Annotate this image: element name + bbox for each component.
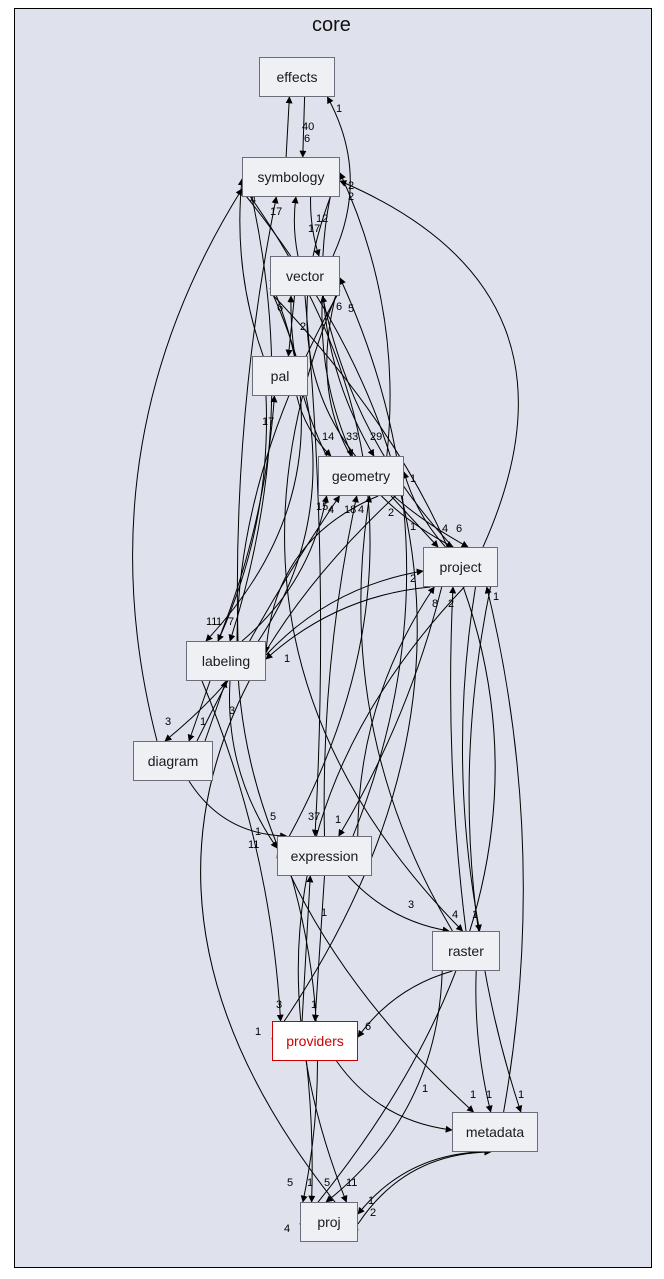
- node-label: metadata: [466, 1124, 524, 1140]
- node-providers[interactable]: providers: [272, 1021, 358, 1061]
- node-raster[interactable]: raster: [432, 931, 500, 971]
- diagram-canvas: core 40611712111742226651714332911154184…: [0, 0, 664, 1279]
- container-title: core: [312, 14, 351, 37]
- node-label: diagram: [148, 753, 199, 769]
- node-symbology[interactable]: symbology: [242, 157, 340, 197]
- node-effects[interactable]: effects: [259, 57, 335, 97]
- node-geometry[interactable]: geometry: [318, 456, 404, 496]
- node-label: expression: [291, 848, 359, 864]
- node-vector[interactable]: vector: [270, 256, 340, 296]
- node-label: symbology: [258, 169, 325, 185]
- node-pal[interactable]: pal: [252, 356, 308, 396]
- node-label: effects: [277, 69, 318, 85]
- node-label: labeling: [202, 653, 250, 669]
- node-label: raster: [448, 943, 484, 959]
- node-expression[interactable]: expression: [277, 836, 372, 876]
- node-metadata[interactable]: metadata: [452, 1112, 538, 1152]
- node-label: project: [439, 559, 481, 575]
- node-label: pal: [271, 368, 290, 384]
- node-label: geometry: [332, 468, 390, 484]
- node-project[interactable]: project: [423, 547, 498, 587]
- container-bg: [14, 8, 652, 1268]
- node-label: proj: [317, 1214, 340, 1230]
- node-diagram[interactable]: diagram: [133, 741, 213, 781]
- node-proj[interactable]: proj: [300, 1202, 358, 1242]
- node-label: providers: [286, 1033, 344, 1049]
- node-label: vector: [286, 268, 324, 284]
- node-labeling[interactable]: labeling: [186, 641, 266, 681]
